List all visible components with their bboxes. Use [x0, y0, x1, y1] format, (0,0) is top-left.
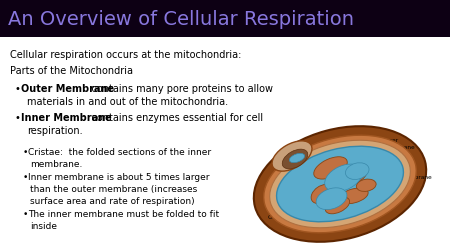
Ellipse shape — [289, 154, 305, 163]
Text: Cristae: Cristae — [268, 214, 289, 219]
Text: •: • — [15, 113, 21, 122]
Text: inside: inside — [30, 221, 57, 230]
Ellipse shape — [264, 136, 416, 233]
Text: respiration.: respiration. — [27, 125, 83, 136]
Text: Outer: Outer — [400, 167, 417, 172]
Text: •: • — [23, 209, 28, 218]
Text: Parts of the Mitochondria: Parts of the Mitochondria — [10, 66, 133, 76]
Text: Cellular respiration occurs at the mitochondria:: Cellular respiration occurs at the mitoc… — [10, 50, 241, 60]
Text: Inner: Inner — [383, 137, 398, 142]
Bar — [0, 0, 450, 38]
Text: materials in and out of the mitochondria.: materials in and out of the mitochondria… — [27, 97, 228, 107]
Text: Membrane: Membrane — [400, 174, 432, 179]
Text: •: • — [15, 84, 21, 94]
Text: :  contains many pore proteins to allow: : contains many pore proteins to allow — [82, 84, 273, 94]
Ellipse shape — [325, 197, 350, 214]
Ellipse shape — [311, 185, 333, 204]
Ellipse shape — [282, 149, 308, 169]
Text: Cristae:  the folded sections of the inner: Cristae: the folded sections of the inne… — [28, 147, 211, 156]
Ellipse shape — [316, 188, 347, 210]
Text: •: • — [23, 147, 28, 156]
Text: membrane.: membrane. — [30, 159, 82, 168]
Text: An Overview of Cellular Respiration: An Overview of Cellular Respiration — [8, 10, 354, 28]
Ellipse shape — [356, 179, 376, 192]
Text: The inner membrane must be folded to fit: The inner membrane must be folded to fit — [28, 209, 219, 218]
Ellipse shape — [270, 141, 410, 228]
Ellipse shape — [277, 147, 404, 222]
Ellipse shape — [272, 141, 312, 171]
Text: :  contains enzymes essential for cell: : contains enzymes essential for cell — [82, 113, 263, 122]
Text: Matrix: Matrix — [318, 227, 337, 232]
Text: surface area and rate of respiration): surface area and rate of respiration) — [30, 196, 194, 205]
Ellipse shape — [325, 165, 362, 192]
Text: Inner Membrane: Inner Membrane — [21, 113, 112, 122]
Text: than the outer membrane (increases: than the outer membrane (increases — [30, 184, 197, 193]
Text: Membrane: Membrane — [383, 144, 415, 149]
Text: •: • — [23, 172, 28, 181]
Ellipse shape — [339, 188, 368, 204]
Text: Inner membrane is about 5 times larger: Inner membrane is about 5 times larger — [28, 172, 210, 181]
Ellipse shape — [340, 167, 367, 184]
Ellipse shape — [254, 127, 426, 242]
Text: Outer Membrane: Outer Membrane — [21, 84, 114, 94]
Ellipse shape — [346, 163, 369, 180]
Ellipse shape — [314, 157, 347, 179]
